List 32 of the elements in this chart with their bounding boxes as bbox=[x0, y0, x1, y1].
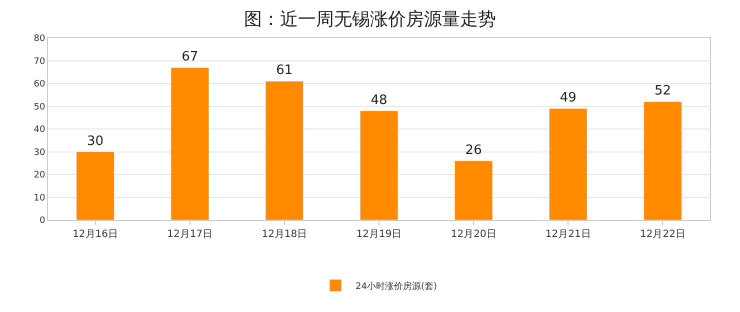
y-tick-label: 50 bbox=[34, 102, 46, 112]
bar bbox=[548, 108, 588, 220]
data-label: 67 bbox=[182, 50, 198, 65]
bar bbox=[265, 80, 304, 220]
x-tick-label: 12月20日 bbox=[450, 229, 496, 240]
bar bbox=[454, 160, 493, 220]
bar bbox=[360, 110, 398, 220]
y-tick-label: 70 bbox=[34, 56, 46, 67]
y-tick-label: 60 bbox=[34, 80, 46, 90]
chart-title: 图：近一周无锡涨价房源量走势 bbox=[244, 9, 496, 30]
data-label: 30 bbox=[87, 134, 104, 149]
bar bbox=[644, 101, 682, 220]
y-tick-label: 40 bbox=[34, 125, 46, 136]
x-tick-label: 12月21日 bbox=[545, 229, 591, 240]
y-tick-label: 0 bbox=[39, 216, 46, 226]
bar bbox=[170, 67, 210, 220]
bar bbox=[76, 152, 114, 220]
data-label: 61 bbox=[276, 63, 293, 78]
y-tick-label: 80 bbox=[34, 34, 46, 44]
y-tick-label: 30 bbox=[34, 148, 46, 158]
x-tick-label: 12月17日 bbox=[167, 229, 213, 240]
y-tick-label: 10 bbox=[34, 193, 46, 204]
x-tick-label: 12月18日 bbox=[262, 229, 308, 240]
x-tick-label: 12月19日 bbox=[356, 229, 402, 240]
data-label: 26 bbox=[465, 142, 482, 158]
legend-label: 24小时涨价房源(套) bbox=[356, 280, 437, 292]
y-tick-label: 20 bbox=[34, 170, 46, 181]
data-label: 48 bbox=[370, 92, 388, 108]
x-tick-label: 12月22日 bbox=[640, 229, 686, 240]
x-tick-label: 12月16日 bbox=[72, 229, 118, 240]
data-label: 49 bbox=[560, 90, 576, 106]
data-label: 52 bbox=[654, 84, 671, 99]
